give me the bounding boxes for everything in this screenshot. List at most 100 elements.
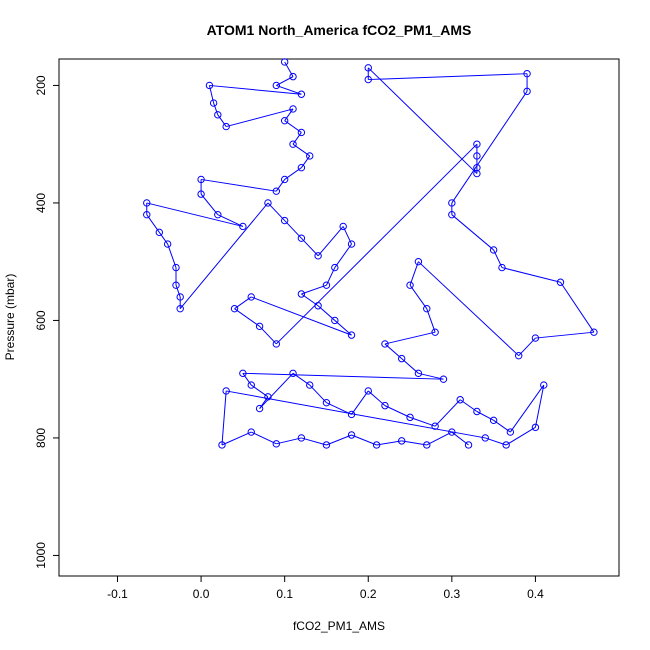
data-point — [280, 175, 289, 184]
series-segment — [401, 440, 427, 446]
x-tick-label: 0.4 — [527, 587, 544, 601]
series-segment — [309, 384, 327, 404]
series-segment — [334, 243, 352, 268]
data-point — [222, 387, 230, 395]
data-point — [176, 304, 184, 313]
series-segment — [300, 155, 311, 168]
series-segment — [284, 108, 294, 121]
series-segment — [384, 331, 436, 345]
data-point — [523, 69, 531, 78]
series-segment — [426, 308, 436, 333]
data-point — [448, 199, 456, 207]
data-point — [289, 140, 297, 148]
series-segment — [451, 91, 528, 204]
data-point — [255, 404, 264, 413]
data-point — [197, 190, 205, 198]
series-segment — [213, 102, 219, 115]
data-point — [209, 99, 218, 107]
series-segment — [501, 267, 561, 283]
series-segment — [367, 390, 386, 407]
series-segment — [560, 281, 595, 333]
data-point — [214, 210, 222, 219]
series-segment — [221, 390, 227, 446]
x-tick-label: -0.1 — [107, 587, 128, 601]
data-point — [397, 354, 406, 363]
data-point — [473, 163, 481, 172]
series-segment — [242, 373, 252, 386]
data-point — [448, 428, 456, 436]
y-tick-label: 800 — [34, 428, 48, 448]
data-point — [473, 140, 481, 148]
data-point — [331, 316, 339, 325]
y-axis: 200 400 600 800 1000 — [34, 75, 59, 569]
data-point — [314, 252, 322, 260]
series-segment — [317, 226, 344, 257]
series-segment — [276, 84, 302, 95]
plot-frame — [58, 58, 620, 577]
series-segment — [317, 305, 336, 321]
data-point — [143, 210, 151, 219]
series-segment — [201, 178, 277, 192]
data-point — [489, 246, 498, 254]
data-point — [280, 216, 289, 225]
data-point — [297, 234, 306, 242]
data-point — [431, 328, 439, 336]
data-point — [322, 398, 331, 407]
series-segment — [251, 296, 352, 336]
series-segment — [226, 108, 294, 128]
series-segment — [158, 232, 169, 245]
data-point — [556, 278, 565, 286]
data-point — [214, 111, 222, 119]
data-point — [506, 428, 515, 436]
data-point — [306, 381, 314, 389]
y-axis-label: Pressure (mbar) — [3, 274, 17, 361]
series-segment — [275, 143, 478, 345]
series-points — [143, 58, 598, 449]
data-point — [297, 290, 306, 298]
series-segment — [226, 390, 486, 439]
data-point — [272, 340, 281, 348]
series-segment — [251, 431, 277, 445]
series-segment — [217, 214, 244, 227]
series-segment — [418, 261, 520, 357]
data-point — [381, 401, 389, 410]
data-point — [255, 322, 264, 331]
y-tick-label: 1000 — [34, 542, 48, 569]
series-segment — [351, 434, 377, 446]
data-point — [456, 396, 464, 404]
data-point — [297, 434, 306, 442]
data-point — [473, 407, 481, 416]
series-segment — [259, 372, 294, 409]
data-point — [489, 416, 498, 425]
y-tick-label: 400 — [34, 193, 48, 213]
series-segment — [284, 220, 302, 239]
series-segment — [200, 193, 219, 216]
series-segment — [175, 285, 181, 298]
series-segment — [434, 399, 461, 427]
y-tick-label: 200 — [34, 75, 48, 95]
series-segment — [376, 440, 402, 446]
data-point — [297, 90, 306, 98]
data-point — [473, 152, 481, 160]
data-point — [464, 441, 473, 449]
data-point — [473, 169, 481, 178]
data-point — [347, 240, 356, 248]
data-point — [339, 222, 347, 231]
series-segment — [384, 405, 411, 418]
data-point — [239, 222, 247, 231]
data-point — [523, 87, 531, 96]
data-point — [331, 263, 339, 272]
data-point — [314, 302, 322, 310]
data-point — [414, 257, 423, 266]
data-point — [163, 240, 172, 248]
x-tick-label: 0.2 — [360, 587, 377, 601]
series-segment — [367, 67, 478, 174]
data-point — [205, 81, 214, 90]
data-point — [439, 375, 448, 383]
series-segment — [179, 202, 269, 310]
series-segment — [509, 384, 545, 433]
data-point — [406, 281, 414, 289]
x-tick-label: 0.1 — [276, 587, 293, 601]
series-segment — [221, 431, 252, 446]
data-point — [272, 81, 281, 90]
